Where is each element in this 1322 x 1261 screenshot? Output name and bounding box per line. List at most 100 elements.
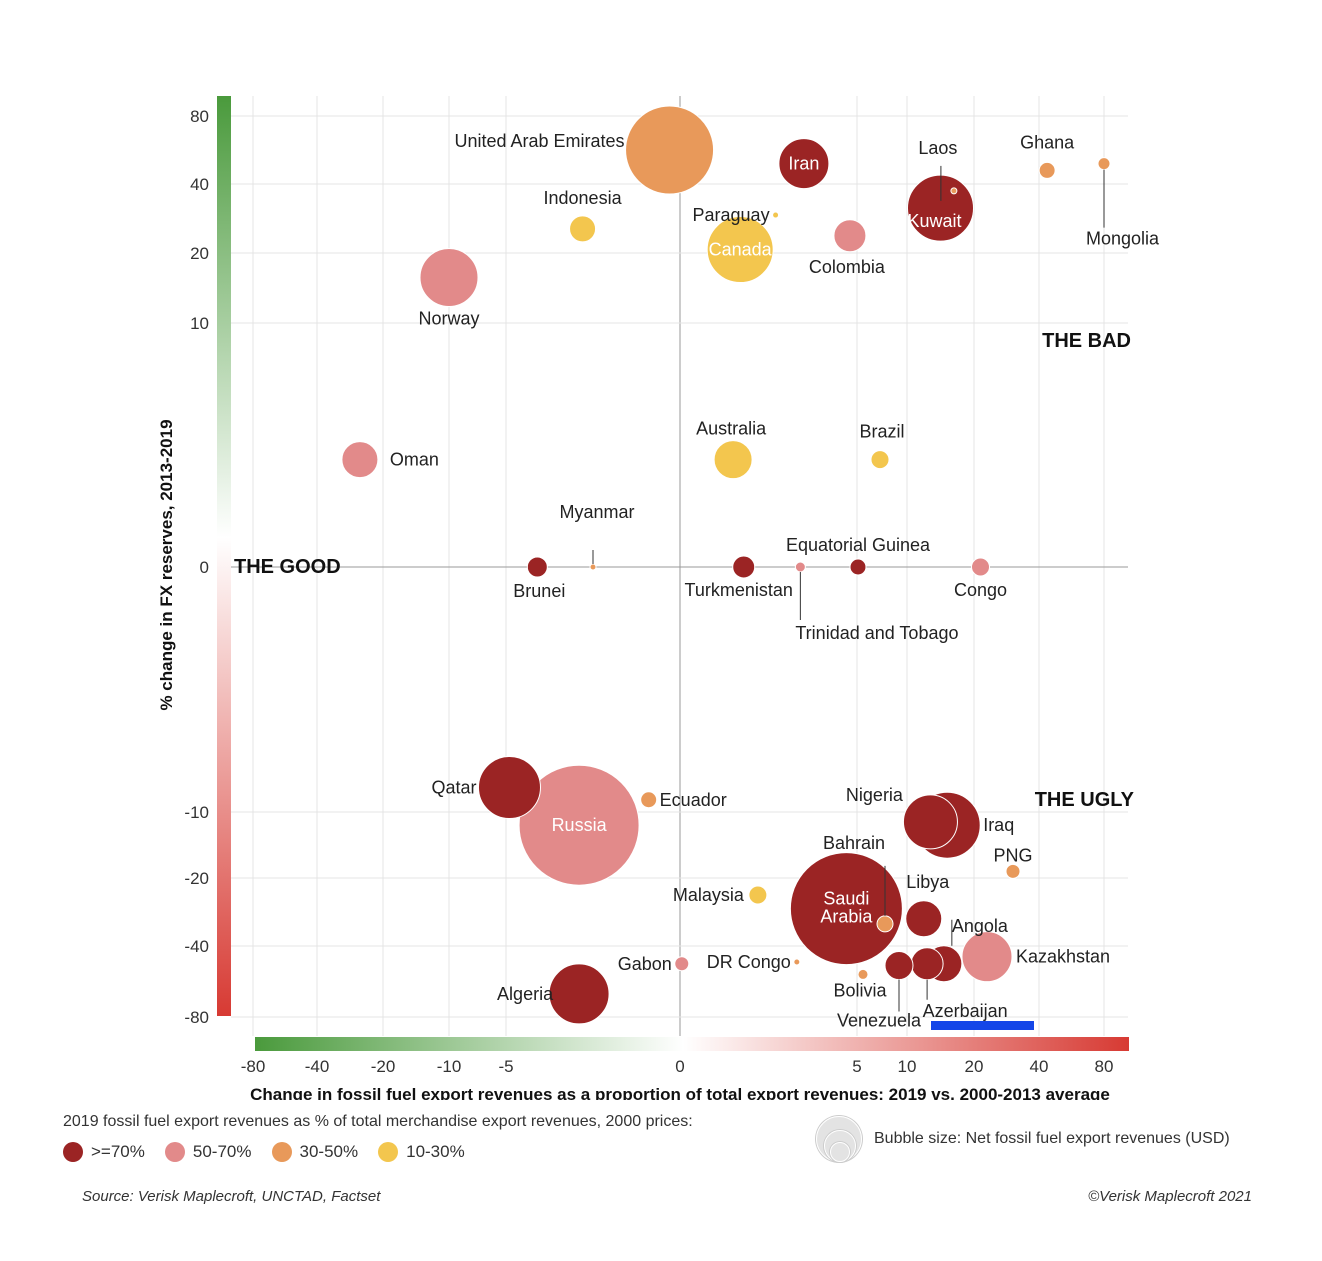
label-dr-congo: DR Congo [707, 952, 791, 972]
y-tick-label: 20 [190, 244, 209, 263]
bubble-norway [419, 248, 479, 307]
x-tick-label: 40 [1030, 1057, 1049, 1076]
y-tick-label: 0 [200, 558, 209, 577]
label-indonesia: Indonesia [544, 188, 623, 208]
label-png: PNG [993, 845, 1032, 865]
label-iraq: Iraq [983, 815, 1014, 835]
x-tick-label: 20 [965, 1057, 984, 1076]
bubble-mongolia [1097, 157, 1111, 171]
bubble-gabon [674, 956, 690, 972]
legend-item-30: 30-50% [271, 1142, 358, 1162]
label-oman: Oman [390, 450, 439, 470]
label-bahrain: Bahrain [823, 833, 885, 853]
bubble-ghana [1038, 161, 1056, 179]
bubble-united-arab-emirates [625, 105, 715, 195]
bubble-myanmar [589, 563, 597, 571]
label-equatorial-guinea: Equatorial Guinea [786, 535, 931, 555]
label-bolivia: Bolivia [833, 980, 887, 1000]
label-libya: Libya [906, 872, 950, 892]
legend-swatch-10 [378, 1142, 399, 1162]
bubble-ecuador [640, 791, 658, 809]
legend-swatch-50 [164, 1142, 185, 1162]
label-laos: Laos [918, 138, 957, 158]
bubble-bahrain [876, 915, 894, 933]
label-russia: Russia [552, 815, 608, 835]
label-kuwait: Kuwait [907, 211, 961, 231]
label-kazakhstan: Kazakhstan [1016, 947, 1110, 967]
y-gradient-bar [217, 96, 231, 1016]
bubble-australia [713, 440, 753, 480]
x-tick-label: -80 [241, 1057, 266, 1076]
size-legend-label: Bubble size: Net fossil fuel export reve… [874, 1130, 1230, 1147]
bubble-labels: United Arab Emirates Iran Ghana Mongolia Lao… [390, 131, 1160, 1031]
label-venezuela: Venezuela [837, 1011, 922, 1031]
bubble-libya [905, 900, 943, 938]
legend-swatch-30 [271, 1142, 292, 1162]
quadrant-label-bad: THE BAD [1042, 330, 1131, 352]
y-tick-label: -80 [184, 1008, 209, 1027]
bubble-brunei [526, 556, 548, 578]
label-azerbaijan: Azerbaijan [923, 1001, 1008, 1021]
size-legend: Bubble size: Net fossil fuel export reve… [816, 1116, 1230, 1162]
x-tick-label: -40 [305, 1057, 330, 1076]
x-axis-title: Change in fossil fuel export revenues as… [250, 1085, 1110, 1100]
label-mongolia: Mongolia [1086, 229, 1160, 249]
bubble-oman [341, 441, 379, 479]
label-algeria: Algeria [497, 984, 554, 1004]
label-angola: Angola [952, 916, 1009, 936]
label-qatar: Qatar [431, 778, 476, 798]
label-myanmar: Myanmar [559, 502, 634, 522]
bubble-canada [706, 216, 774, 284]
bubble-indonesia [569, 215, 597, 243]
label-colombia: Colombia [809, 257, 886, 277]
label-norway: Norway [418, 309, 479, 329]
bubble-brazil [870, 450, 890, 470]
bubble-qatar [477, 756, 541, 819]
y-tick-label: 80 [190, 107, 209, 126]
y-tick-label: -40 [184, 937, 209, 956]
x-tick-label: -5 [498, 1057, 513, 1076]
bubble-bolivia [857, 968, 869, 980]
bubble-venezuela [884, 951, 914, 981]
label-paraguay: Paraguay [693, 205, 770, 225]
label-ecuador: Ecuador [660, 790, 727, 810]
label-brazil: Brazil [859, 422, 904, 442]
quadrant-label-good: THE GOOD [234, 556, 341, 578]
bubble-russia [518, 764, 640, 886]
legend-swatch-70 [63, 1142, 83, 1162]
label-united-arab-emirates: United Arab Emirates [454, 131, 624, 151]
y-tick-label: -10 [184, 803, 209, 822]
y-tick-label: 40 [190, 175, 209, 194]
highlight-bar [931, 1021, 1034, 1030]
bubble-chart: -80 -40 -20 -10 -5 0 5 10 20 40 80 80 40 20 10 0 -10 -20 -… [157, 96, 1160, 1100]
label-gabon: Gabon [618, 954, 672, 974]
label-trinidad-and-tobago: Trinidad and Tobago [795, 623, 958, 643]
legend-label-70: >=70% [91, 1142, 145, 1161]
x-gradient-bar [255, 1037, 1129, 1051]
label-congo: Congo [954, 580, 1007, 600]
label-malaysia: Malaysia [673, 885, 745, 905]
y-tick-label: 10 [190, 314, 209, 333]
bubble-nigeria [902, 794, 958, 850]
copyright-note: ©Verisk Maplecroft 2021 [1088, 1188, 1252, 1205]
source-note: Source: Verisk Maplecroft, UNCTAD, Facts… [82, 1188, 381, 1205]
legend-item-50: 50-70% [164, 1142, 252, 1162]
bubble-dr-congo [793, 958, 801, 966]
bubbles [341, 105, 1111, 1025]
legend-label-10: 10-30% [406, 1142, 465, 1161]
bubble-png [1005, 863, 1021, 879]
y-axis-title: % change in FX reserves, 2013-2019 [157, 419, 176, 710]
x-tick-label: -10 [437, 1057, 462, 1076]
bubble-laos [950, 187, 958, 195]
bubble-iran [778, 138, 830, 190]
x-tick-label: -20 [371, 1057, 396, 1076]
label-australia: Australia [696, 419, 767, 439]
quadrant-label-ugly: THE UGLY [1035, 789, 1135, 811]
legend-item-10: 10-30% [378, 1142, 465, 1162]
y-tick-label: -20 [184, 869, 209, 888]
label-turkmenistan: Turkmenistan [685, 580, 793, 600]
bubble-equatorial-guinea [849, 558, 867, 576]
legend-title: 2019 fossil fuel export revenues as % of… [63, 1113, 693, 1130]
legend-item-70: >=70% [63, 1142, 145, 1162]
label-saudi-arabia: Saudi Arabia [820, 889, 873, 927]
